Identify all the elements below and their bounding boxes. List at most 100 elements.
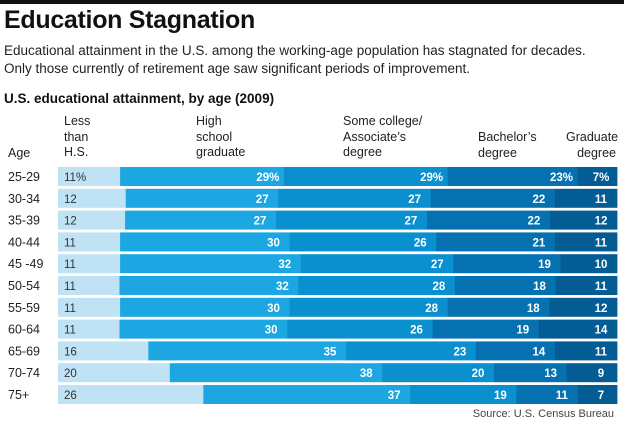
data-label: 9	[598, 368, 604, 380]
data-label: 11	[64, 237, 76, 249]
data-label: 11	[64, 259, 76, 271]
bar-segment	[447, 167, 578, 186]
data-label: 11	[595, 194, 608, 206]
header-high-school: High school graduate	[196, 114, 245, 161]
bar-segment	[554, 188, 618, 208]
data-label: 19	[494, 390, 507, 402]
bar-segment	[58, 232, 121, 252]
data-label: 28	[425, 303, 438, 315]
age-label: 45 -49	[8, 257, 43, 271]
data-label: 12	[64, 194, 77, 206]
header-line: degree	[478, 145, 517, 160]
data-label: 12	[595, 303, 608, 315]
bar-segment	[549, 210, 618, 230]
bar-segment	[58, 341, 149, 361]
data-label: 32	[278, 259, 291, 271]
bar-segment	[555, 276, 618, 295]
header-line: degree	[577, 145, 616, 160]
top-rule	[0, 0, 624, 4]
bar-segment	[58, 297, 121, 317]
bar-segment	[119, 276, 299, 295]
data-label: 12	[595, 216, 608, 228]
bar-segment	[300, 254, 454, 274]
header-line: H.S.	[64, 145, 89, 159]
age-label: 60-64	[8, 323, 40, 337]
data-label: 27	[254, 216, 267, 228]
bar-segment	[454, 276, 556, 295]
data-label: 11	[64, 325, 76, 337]
bar-segment	[432, 319, 540, 339]
age-header: Age	[8, 146, 31, 160]
data-label: 27	[256, 194, 269, 206]
data-label: 23%	[550, 172, 573, 184]
description: Educational attainment in the U.S. among…	[4, 43, 586, 76]
header-line: school	[196, 129, 233, 144]
data-label: 18	[533, 281, 546, 293]
header-line: than	[64, 129, 89, 144]
bar-segment	[120, 254, 302, 274]
age-label: 70-74	[8, 366, 40, 380]
data-label: 28	[432, 281, 445, 293]
data-label: 32	[276, 281, 289, 293]
bar-segment	[58, 363, 171, 383]
bar-segment	[203, 385, 411, 404]
age-label: 25-29	[8, 170, 40, 184]
data-label: 11	[595, 237, 608, 249]
data-label: 18	[527, 303, 540, 315]
bar-segment	[283, 167, 449, 186]
header-less-than-hs: Less than H.S.	[64, 114, 90, 161]
data-label: 27	[405, 216, 418, 228]
data-label: 11%	[64, 172, 86, 184]
bar-segment	[298, 276, 456, 295]
bar-segment	[119, 319, 288, 339]
header-line: Bachelor’s	[478, 130, 537, 144]
header-line: graduate	[196, 145, 246, 159]
age-label: 55-59	[8, 301, 40, 315]
bar-segment	[538, 319, 618, 339]
data-label: 30	[267, 303, 280, 315]
bar-segment	[426, 210, 551, 230]
data-label: 37	[388, 390, 401, 402]
bar-segment	[453, 254, 561, 274]
data-label: 16	[64, 346, 77, 358]
bar-segment	[278, 188, 432, 208]
page-title: Education Stagnation	[4, 6, 255, 34]
data-label: 11	[595, 346, 608, 358]
data-label: 23	[453, 346, 466, 358]
header-line: Some college/	[343, 114, 423, 128]
data-label: 20	[472, 368, 485, 380]
bar-segment	[169, 363, 383, 383]
data-label: 14	[532, 346, 545, 358]
data-label: 10	[595, 259, 608, 271]
data-label: 26	[414, 237, 427, 249]
data-label: 26	[410, 325, 423, 337]
bar-segment	[58, 167, 121, 186]
bar-segment	[276, 210, 428, 230]
bar-segment	[566, 363, 618, 383]
header-line: degree	[343, 145, 382, 159]
bar-segment	[58, 254, 121, 274]
data-label: 35	[324, 346, 337, 358]
data-label: 11	[64, 303, 76, 315]
bar-segment	[125, 210, 277, 230]
bar-segment	[58, 319, 120, 339]
data-label: 19	[538, 259, 551, 271]
data-label: 11	[556, 390, 569, 402]
data-label: 7	[598, 390, 604, 402]
data-label: 19	[516, 325, 529, 337]
bar-segment	[475, 341, 556, 361]
age-label: 65-69	[8, 344, 40, 358]
header-line: High	[196, 114, 222, 128]
data-label: 11	[64, 281, 76, 293]
source-note: Source: U.S. Census Bureau	[472, 408, 614, 420]
age-label: 40-44	[8, 235, 40, 249]
bar-segment	[430, 188, 556, 208]
data-label: 13	[544, 368, 557, 380]
data-label: 30	[265, 325, 278, 337]
data-label: 27	[408, 194, 421, 206]
header-bachelor: Bachelor’s degree	[478, 130, 537, 161]
age-label: 35-39	[8, 214, 40, 228]
chart-title: U.S. educational attainment, by age (200…	[4, 91, 275, 106]
bar-segment	[289, 232, 437, 252]
bar-segment	[554, 341, 618, 361]
